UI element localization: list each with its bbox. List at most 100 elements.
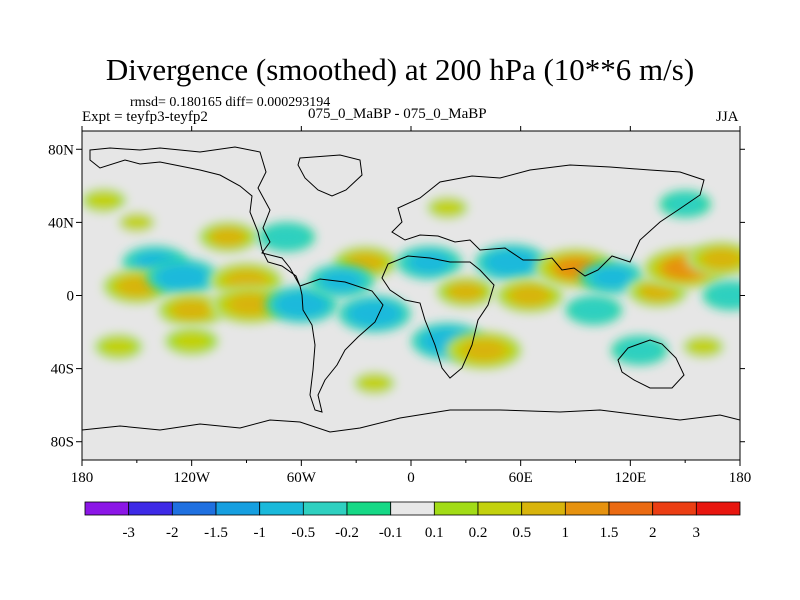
colorbar-label: 0.1 — [425, 525, 444, 541]
divergence-contour — [354, 303, 395, 324]
divergence-feature — [642, 246, 728, 290]
colorbar-label: 3 — [693, 525, 701, 541]
colorbar-label: -0.2 — [335, 525, 359, 541]
divergence-contour — [701, 248, 740, 269]
divergence-contour — [228, 293, 272, 316]
coastline-eurasia — [391, 164, 705, 277]
divergence-feature — [422, 194, 473, 222]
colorbar-swatch — [302, 501, 348, 516]
divergence-feature — [475, 244, 548, 281]
y-tick-label: 80S — [51, 435, 74, 451]
colorbar-swatch — [521, 501, 566, 516]
y-tick-label: 40N — [48, 215, 74, 231]
coastline-south-america — [299, 278, 384, 413]
coastline-antarctica — [82, 409, 740, 433]
divergence-feature — [155, 291, 228, 329]
divergence-feature — [265, 286, 338, 323]
colorbar-swatch — [390, 501, 435, 516]
divergence-feature — [258, 222, 315, 252]
colorbar-swatch — [84, 501, 130, 516]
colorbar-swatch — [128, 501, 173, 516]
divergence-contour — [174, 332, 210, 351]
colorbar-label: -2 — [166, 525, 179, 541]
divergence-feature — [309, 264, 374, 298]
divergence-contour — [411, 253, 448, 272]
divergence-contour — [669, 195, 701, 213]
x-tick-label: 180 — [71, 470, 94, 486]
divergence-feature — [611, 335, 668, 365]
divergence-feature — [161, 325, 222, 357]
divergence-contour — [509, 285, 550, 306]
divergence-feature — [146, 259, 219, 296]
divergence-contour — [87, 192, 120, 209]
colorbar-swatch — [608, 501, 654, 516]
divergence-feature — [444, 330, 524, 370]
divergence-feature — [90, 332, 147, 362]
divergence-contour — [491, 252, 532, 273]
colorbar-label: 2 — [649, 525, 657, 541]
colorbar-swatch — [477, 501, 523, 516]
coastlines — [82, 146, 740, 433]
colorbar-swatch — [346, 501, 392, 516]
divergence-contour — [431, 199, 464, 217]
divergence-contour — [593, 267, 631, 287]
divergence-feature — [210, 284, 290, 325]
y-tick-label: 40S — [51, 362, 74, 378]
divergence-feature — [678, 333, 729, 361]
stats-label: rmsd= 0.180165 diff= 0.000293194 — [130, 95, 331, 110]
runs-label: 075_0_MaBP - 075_0_MaBP — [308, 106, 487, 122]
divergence-contour — [102, 338, 136, 356]
x-tick-label: 120W — [173, 470, 211, 486]
coastline-greenland — [297, 154, 363, 197]
divergence-contour — [281, 294, 322, 315]
divergence-feature — [196, 220, 261, 254]
divergence-contour — [171, 300, 212, 321]
x-tick-label: 0 — [407, 470, 415, 486]
y-tick-label: 0 — [67, 289, 75, 305]
divergence-feature — [659, 190, 711, 218]
divergence-feature — [397, 246, 462, 280]
divergence-contour — [121, 214, 153, 231]
divergence-contour — [116, 276, 157, 297]
divergence-feature — [685, 240, 740, 278]
divergence-feature — [82, 186, 131, 215]
x-tick-label: 60E — [509, 470, 533, 486]
divergence-contour — [462, 339, 506, 362]
colorbar-label: 0.5 — [512, 525, 531, 541]
chart-title: Divergence (smoothed) at 200 hPa (10**6 … — [105, 52, 695, 87]
colorbar-swatch — [171, 501, 217, 516]
divergence-field — [82, 186, 740, 397]
divergence-contour — [714, 286, 740, 305]
season-label: JJA — [716, 109, 739, 125]
divergence-contour — [210, 227, 247, 247]
colorbar-swatch — [652, 501, 697, 516]
divergence-contour — [577, 301, 611, 319]
divergence-feature — [565, 295, 622, 325]
x-tick-label: 60W — [287, 470, 317, 486]
colorbar-swatch — [259, 501, 304, 516]
coastline-africa — [381, 255, 495, 379]
divergence-feature — [113, 209, 161, 235]
divergence-contour — [323, 271, 360, 291]
y-tick-label: 80N — [48, 142, 74, 158]
colorbar-label: -3 — [122, 525, 135, 541]
colorbar-swatch — [695, 501, 741, 516]
colorbar-label: -0.1 — [379, 525, 403, 541]
x-tick-label: 120E — [614, 470, 646, 486]
colorbar-swatch — [564, 501, 610, 516]
experiment-label: Expt = teyfp3-teyfp2 — [82, 109, 208, 125]
coastline-north-america — [89, 146, 301, 287]
colorbar-label: 1.5 — [600, 525, 619, 541]
coastline-australia — [617, 339, 685, 389]
colorbar-label: 0.2 — [469, 525, 488, 541]
divergence-contour — [270, 228, 304, 246]
divergence-feature — [703, 280, 740, 311]
x-axis: 180 120W 60W 0 60E 120E 180 — [71, 126, 751, 486]
divergence-contour — [687, 338, 720, 356]
divergence-contour — [447, 282, 484, 302]
divergence-feature — [493, 277, 566, 314]
colorbar-label: -0.5 — [291, 525, 315, 541]
divergence-contour — [358, 374, 391, 392]
colorbar-label: -1.5 — [204, 525, 228, 541]
